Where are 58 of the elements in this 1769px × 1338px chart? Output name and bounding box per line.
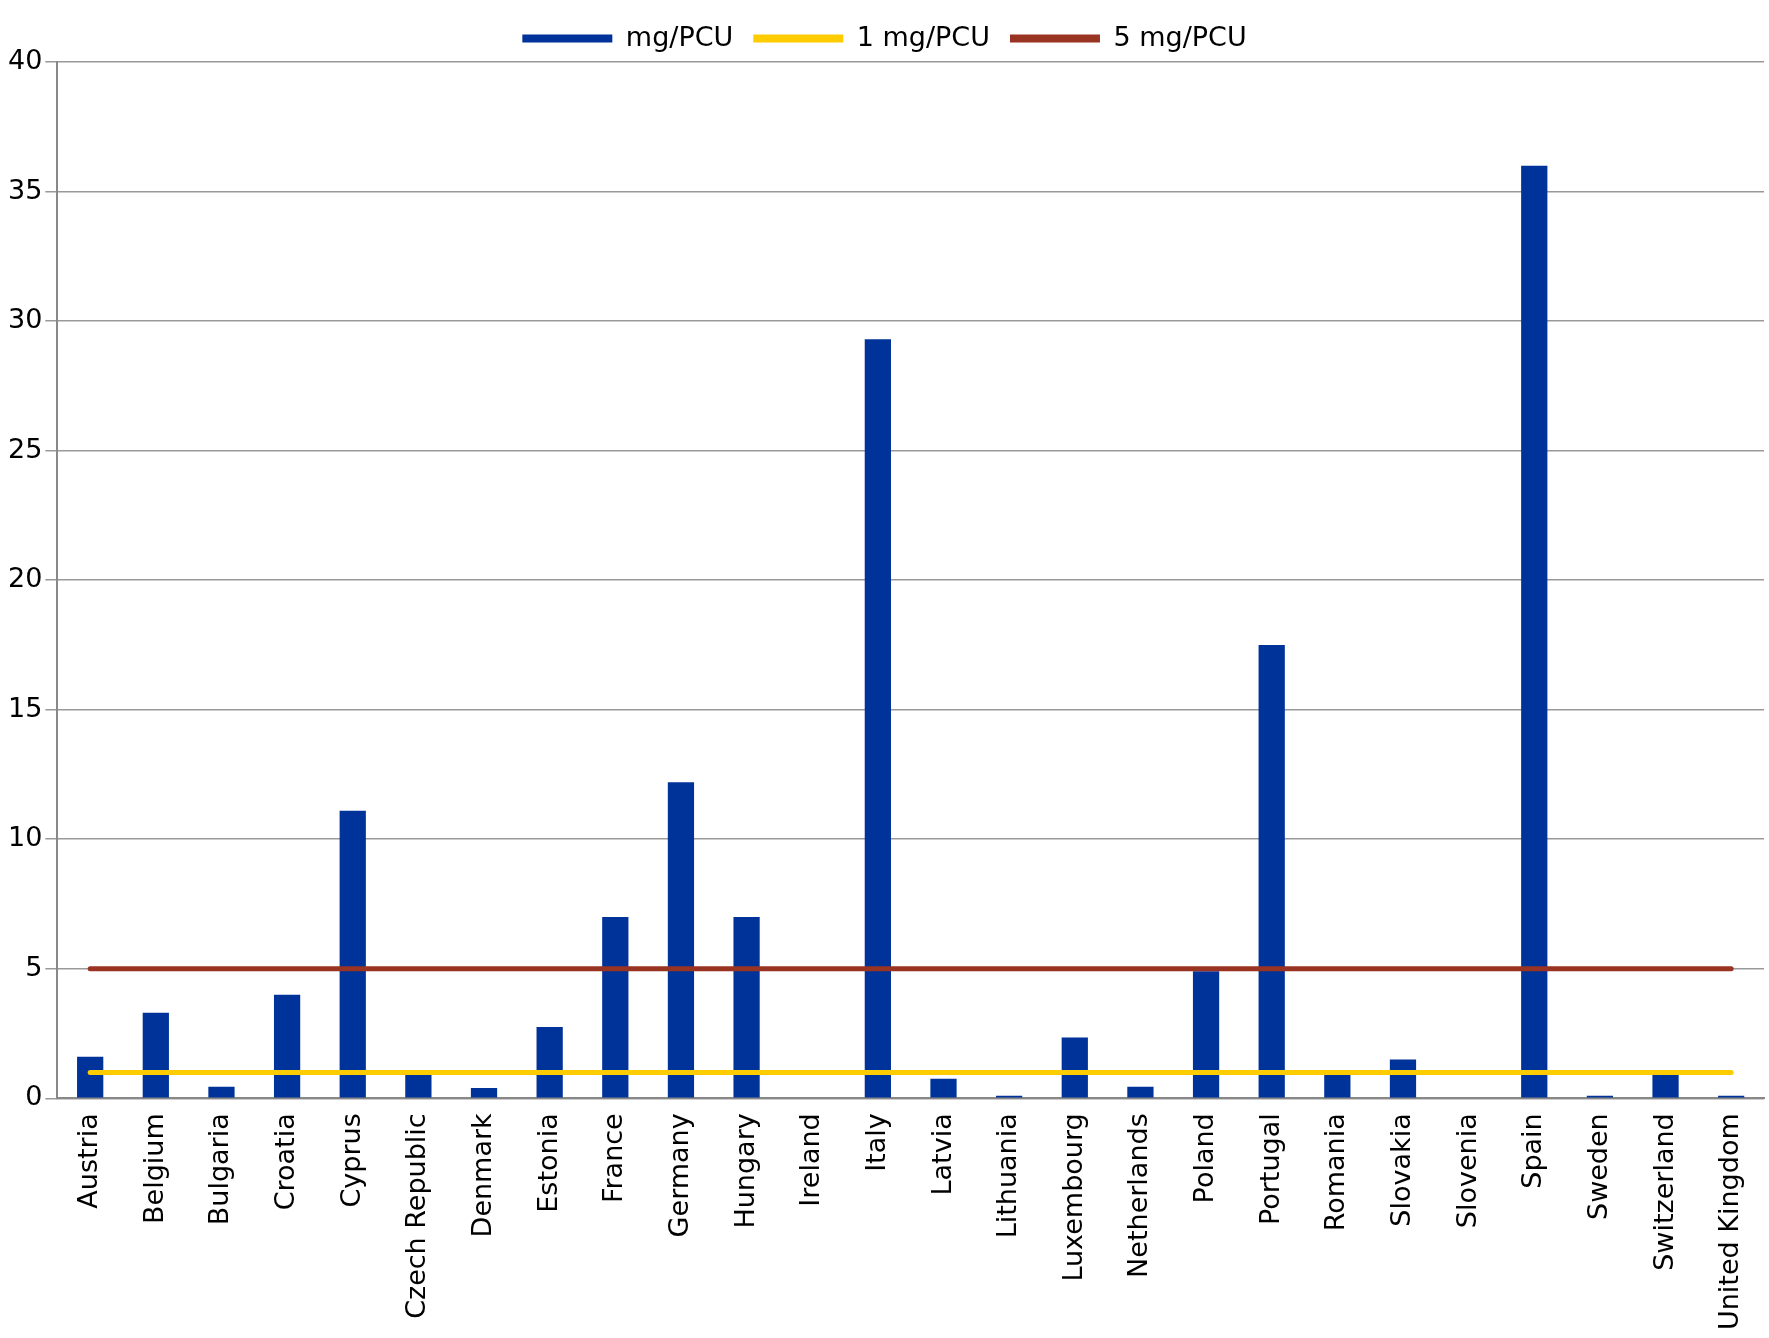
x-tick-label: Slovakia bbox=[1384, 1113, 1416, 1227]
x-tick-label: Denmark bbox=[466, 1112, 498, 1238]
y-tick-label: 0 bbox=[25, 1080, 43, 1112]
x-tick-label: Portugal bbox=[1253, 1113, 1285, 1226]
bar bbox=[1192, 971, 1220, 1098]
x-tick-label: Switzerland bbox=[1647, 1113, 1679, 1271]
x-tick-label: Cyprus bbox=[334, 1113, 366, 1208]
x-tick-label: Italy bbox=[859, 1113, 891, 1172]
bar bbox=[142, 1012, 169, 1098]
x-tick-label: Romania bbox=[1319, 1113, 1351, 1232]
legend-label: mg/PCU bbox=[625, 20, 734, 52]
bar bbox=[1127, 1086, 1154, 1098]
x-tick-label: Netherlands bbox=[1122, 1113, 1154, 1278]
y-tick-label: 15 bbox=[8, 691, 43, 723]
bar bbox=[733, 916, 760, 1098]
bar bbox=[864, 339, 891, 1098]
x-tick-label: Belgium bbox=[137, 1113, 169, 1224]
y-tick-label: 35 bbox=[8, 173, 43, 205]
x-tick-label: Czech Republic bbox=[400, 1113, 432, 1319]
bar bbox=[602, 916, 629, 1098]
x-tick-label: Poland bbox=[1188, 1113, 1220, 1204]
bar bbox=[536, 1027, 563, 1098]
y-tick-label: 10 bbox=[8, 821, 43, 853]
bar bbox=[339, 810, 366, 1098]
x-tick-label: Germany bbox=[662, 1113, 694, 1238]
y-tick-label: 20 bbox=[8, 562, 43, 594]
y-tick-label: 5 bbox=[25, 950, 43, 982]
bar bbox=[1521, 165, 1548, 1098]
legend-label: 5 mg/PCU bbox=[1113, 20, 1247, 52]
bar bbox=[273, 994, 301, 1098]
bar bbox=[1061, 1037, 1088, 1098]
x-tick-label: Hungary bbox=[728, 1113, 760, 1229]
x-tick-label: Lithuania bbox=[991, 1113, 1023, 1239]
bar bbox=[930, 1078, 957, 1098]
x-tick-label: United Kingdom bbox=[1713, 1113, 1745, 1331]
x-tick-label: Ireland bbox=[794, 1113, 826, 1207]
y-tick-label: 30 bbox=[8, 303, 43, 335]
bar bbox=[1324, 1074, 1351, 1098]
x-tick-label: France bbox=[597, 1113, 629, 1204]
x-tick-label: Austria bbox=[72, 1113, 104, 1209]
bar bbox=[1258, 644, 1285, 1098]
bar bbox=[667, 782, 695, 1098]
x-tick-label: Sweden bbox=[1581, 1113, 1613, 1220]
x-tick-label: Bulgaria bbox=[203, 1113, 235, 1226]
bar bbox=[77, 1056, 104, 1098]
legend-label: 1 mg/PCU bbox=[856, 20, 990, 52]
bar bbox=[405, 1074, 432, 1098]
x-tick-label: Croatia bbox=[269, 1113, 301, 1211]
bar bbox=[208, 1086, 235, 1098]
x-tick-label: Spain bbox=[1516, 1113, 1548, 1189]
y-tick-label: 25 bbox=[8, 432, 43, 464]
bar bbox=[470, 1087, 498, 1098]
x-tick-label: Latvia bbox=[925, 1113, 957, 1196]
bar bbox=[1652, 1074, 1679, 1098]
x-tick-label: Slovenia bbox=[1450, 1113, 1482, 1229]
x-tick-label: Estonia bbox=[531, 1113, 563, 1213]
y-tick-label: 40 bbox=[8, 44, 43, 76]
x-tick-label: Luxembourg bbox=[1056, 1113, 1088, 1282]
